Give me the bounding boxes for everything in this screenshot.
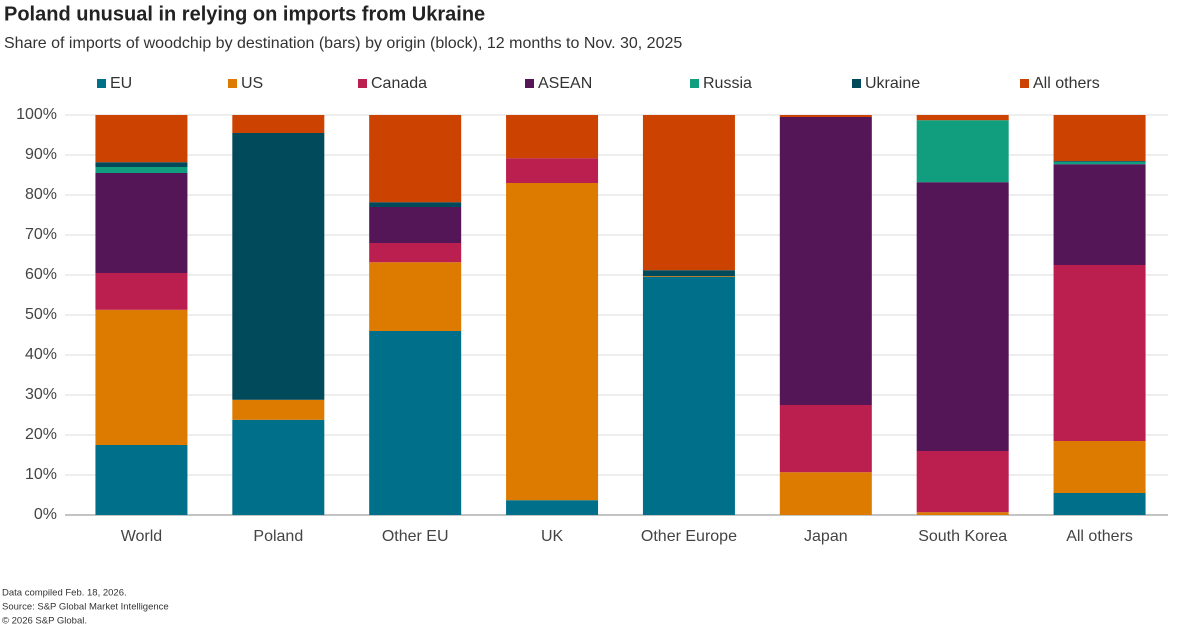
y-tick-label: 0% xyxy=(34,506,57,523)
bar-segment xyxy=(369,207,462,243)
bar-segment xyxy=(916,120,1009,183)
bar-segment xyxy=(779,405,872,473)
bar-segment xyxy=(95,167,188,173)
bar-segment xyxy=(642,277,735,515)
legend-swatch xyxy=(1020,79,1029,88)
x-tick-label: UK xyxy=(541,528,564,545)
bar-segment xyxy=(779,115,872,117)
x-tick-label: South Korea xyxy=(918,528,1007,545)
bar-segment xyxy=(95,173,188,273)
chart-subtitle: Share of imports of woodchip by destinat… xyxy=(4,35,682,52)
legend-label: ASEAN xyxy=(538,75,592,92)
bar-segment xyxy=(916,182,1009,451)
bar-segment xyxy=(779,117,872,405)
bar-segment xyxy=(1053,161,1146,162)
y-tick-label: 70% xyxy=(25,226,57,243)
x-tick-label: Poland xyxy=(253,528,303,545)
y-tick-label: 100% xyxy=(16,106,57,123)
legend-label: Russia xyxy=(703,75,752,92)
y-tick-label: 50% xyxy=(25,306,57,323)
bar-segment xyxy=(369,243,462,263)
x-tick-label: Japan xyxy=(804,528,848,545)
bar-segment xyxy=(95,309,188,445)
y-tick-label: 30% xyxy=(25,386,57,403)
bar-segment xyxy=(916,512,1009,515)
bar-segment xyxy=(1053,441,1146,493)
bar-segment xyxy=(369,262,462,331)
x-tick-label: All others xyxy=(1066,528,1133,545)
legend-swatch xyxy=(852,79,861,88)
bar-segment xyxy=(1053,164,1146,265)
bar-segment xyxy=(369,331,462,515)
bar-segment xyxy=(506,115,599,159)
y-tick-label: 40% xyxy=(25,346,57,363)
bar-segment xyxy=(779,472,872,515)
note: Source: S&P Global Market Intelligence xyxy=(2,602,169,613)
bar-segment xyxy=(95,162,188,167)
legend-swatch xyxy=(228,79,237,88)
bar-segment xyxy=(1053,161,1146,165)
legend-swatch xyxy=(690,79,699,88)
legend-swatch xyxy=(358,79,367,88)
x-tick-label: World xyxy=(121,528,163,545)
legend-swatch xyxy=(525,79,534,88)
bar-segment xyxy=(916,451,1009,513)
legend-label: Canada xyxy=(371,75,427,92)
legend-label: EU xyxy=(110,75,132,92)
legend-swatch xyxy=(97,79,106,88)
bar-segment xyxy=(1053,265,1146,441)
bar-segment xyxy=(232,133,325,400)
bar-segment xyxy=(369,115,462,203)
note: Data compiled Feb. 18, 2026. xyxy=(2,588,127,599)
bar-segment xyxy=(1053,115,1146,161)
bar-segment xyxy=(232,115,325,133)
x-tick-label: Other EU xyxy=(382,528,449,545)
bar-segment xyxy=(642,276,735,277)
legend-label: Ukraine xyxy=(865,75,920,92)
y-tick-label: 20% xyxy=(25,426,57,443)
bar-segment xyxy=(95,445,188,515)
chart-title: Poland unusual in relying on imports fro… xyxy=(4,3,485,25)
bar-segment xyxy=(642,270,735,277)
bar-segment xyxy=(506,183,599,501)
y-tick-label: 10% xyxy=(25,466,57,483)
bar-segment xyxy=(642,115,735,271)
bar-segment xyxy=(369,202,462,207)
bar-segment xyxy=(232,419,325,515)
bar-segment xyxy=(1053,493,1146,515)
y-tick-label: 90% xyxy=(25,146,57,163)
bar-segment xyxy=(95,115,188,163)
bar-segment xyxy=(916,115,1009,121)
bar-segment xyxy=(232,399,325,420)
x-tick-label: Other Europe xyxy=(641,528,737,545)
note: © 2026 S&P Global. xyxy=(2,616,87,627)
y-tick-label: 80% xyxy=(25,186,57,203)
legend-label: All others xyxy=(1033,75,1100,92)
bar-segment xyxy=(506,158,599,183)
legend-label: US xyxy=(241,75,263,92)
y-tick-label: 60% xyxy=(25,266,57,283)
bar-segment xyxy=(95,273,188,310)
bar-segment xyxy=(506,500,599,515)
